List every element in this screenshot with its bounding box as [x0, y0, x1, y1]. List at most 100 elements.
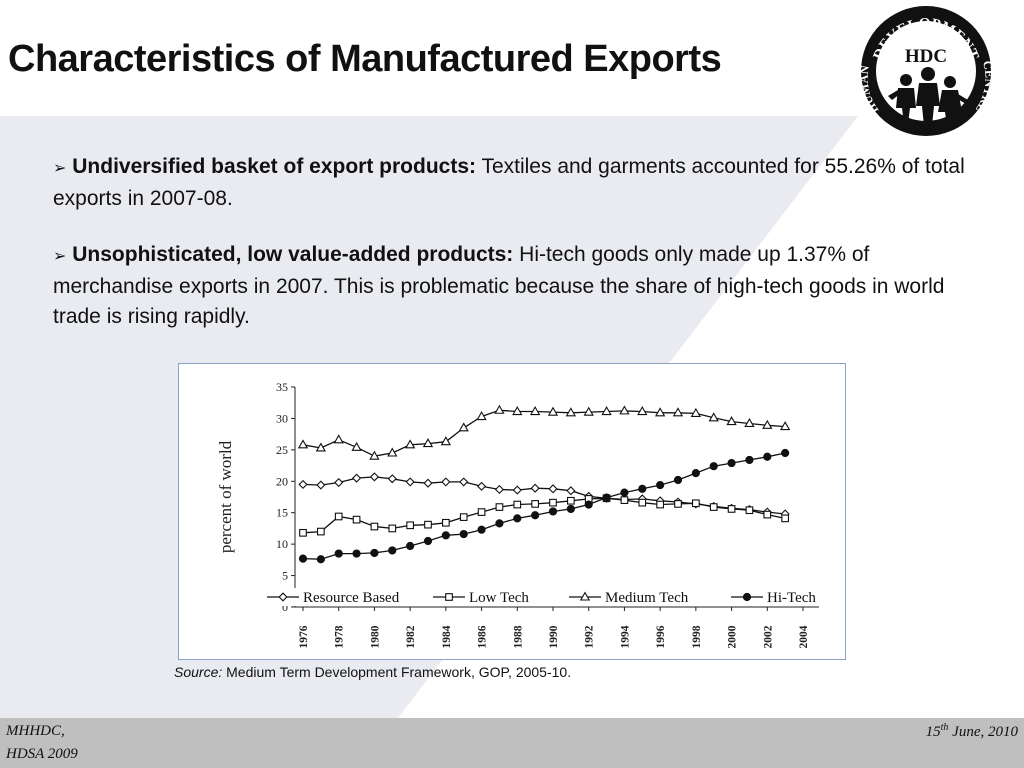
series-line-low-tech [302, 497, 786, 534]
data-point-hi-tech [584, 500, 593, 509]
y-tick-label: 20 [276, 474, 288, 488]
x-tick-label: 2000 [727, 625, 739, 648]
source-note: Source: Medium Term Development Framewor… [174, 664, 571, 680]
data-point-medium-tech [476, 411, 487, 421]
y-tick-label: 35 [276, 380, 288, 394]
data-point-low-tech [692, 499, 700, 508]
arrow-bullet-icon: ➢ [53, 160, 67, 177]
data-point-medium-tech [512, 406, 523, 416]
export-share-chart: 0 5 10 15 20 25 30 35 1976 1978 1980 1982 1984 1986 19… [178, 363, 846, 660]
data-point-medium-tech [583, 406, 594, 416]
data-point-low-tech [763, 510, 772, 519]
line-chart-svg: 0 5 10 15 20 25 30 35 1976 1978 1980 1982 1984 1986 19… [216, 380, 827, 649]
data-point-resource-based [405, 477, 415, 487]
slide-title: Characteristics of Manufactured Exports [8, 38, 722, 80]
data-point-low-tech [424, 520, 432, 529]
footer-left-line2: HDSA 2009 [6, 746, 78, 762]
data-point-medium-tech [547, 406, 559, 416]
data-point-low-tech [727, 505, 736, 513]
x-tick-label: 1996 [655, 625, 667, 648]
y-tick-label: 25 [276, 443, 288, 457]
legend-marker-medium-tech [579, 591, 591, 601]
data-point-resource-based [512, 485, 522, 495]
footer-date: 15th June, 2010 [926, 722, 1018, 741]
data-point-hi-tech [709, 462, 718, 471]
data-point-hi-tech [673, 475, 683, 485]
data-point-medium-tech [404, 439, 416, 449]
data-point-resource-based [334, 477, 344, 488]
data-point-hi-tech [298, 554, 308, 563]
data-point-low-tech [477, 508, 486, 516]
legend-label-low-tech: Low Tech [469, 590, 529, 606]
data-point-low-tech [567, 496, 575, 505]
x-tick-label: 1980 [369, 625, 381, 648]
data-point-low-tech [299, 528, 307, 537]
data-point-medium-tech [529, 406, 541, 416]
data-point-medium-tech [494, 404, 505, 414]
x-tick-label: 1998 [691, 625, 703, 648]
data-point-medium-tech [672, 407, 684, 417]
data-point-hi-tech [388, 546, 397, 555]
legend-background [265, 588, 827, 606]
data-point-low-tech [674, 500, 682, 508]
data-point-low-tech [442, 518, 450, 527]
legend-label-medium-tech: Medium Tech [605, 590, 689, 606]
data-point-resource-based [441, 477, 451, 487]
data-point-hi-tech [477, 525, 486, 534]
x-tick-label: 1976 [298, 625, 310, 648]
x-tick-label: 1982 [405, 625, 417, 648]
x-tick-label: 2004 [798, 625, 810, 648]
footer-date-rest: June, 2010 [948, 724, 1018, 740]
data-point-resource-based [316, 480, 326, 490]
source-text: Medium Term Development Framework, GOP, … [222, 664, 572, 680]
y-axis-label: percent of world [216, 440, 235, 553]
data-point-low-tech [781, 514, 789, 523]
data-point-low-tech [745, 506, 754, 515]
data-point-hi-tech [334, 549, 343, 558]
series-line-medium-tech [302, 409, 786, 457]
data-point-hi-tech [763, 452, 772, 461]
data-point-low-tech [709, 503, 718, 511]
data-point-hi-tech [370, 548, 379, 558]
data-point-medium-tech [458, 422, 469, 432]
x-tick-label: 1990 [548, 625, 560, 648]
data-point-medium-tech [726, 416, 737, 426]
data-point-low-tech [459, 513, 468, 521]
data-point-low-tech [495, 503, 504, 511]
footer-date-day: 15 [925, 724, 941, 740]
arrow-bullet-icon: ➢ [53, 248, 67, 265]
data-point-medium-tech [690, 407, 702, 417]
data-point-low-tech [656, 500, 664, 509]
y-tick-label: 30 [276, 411, 288, 425]
data-point-resource-based [423, 478, 433, 488]
x-tick-label: 1978 [334, 625, 346, 648]
data-point-hi-tech [656, 480, 665, 490]
data-point-medium-tech [779, 421, 791, 431]
data-point-medium-tech [601, 406, 612, 416]
data-point-hi-tech [352, 549, 361, 558]
data-point-low-tech [317, 527, 325, 536]
x-tick-label: 2002 [762, 625, 774, 648]
data-point-medium-tech [762, 419, 773, 429]
data-point-hi-tech [423, 536, 433, 546]
data-point-hi-tech [691, 469, 700, 478]
bullet-text: Hi-tech goods only made up 1.37% of merc… [53, 243, 945, 328]
data-point-medium-tech [351, 441, 362, 451]
data-point-medium-tech [440, 436, 452, 446]
bullet-lead: Unsophisticated, low value-added product… [72, 243, 514, 266]
data-point-resource-based [369, 472, 380, 482]
people-silhouette-icon [888, 67, 968, 126]
footer-left-line1: MHHDC, [6, 723, 65, 739]
data-point-low-tech [531, 500, 539, 508]
data-point-hi-tech [441, 531, 450, 540]
x-tick-label: 1994 [619, 625, 631, 648]
data-point-hi-tech [316, 555, 325, 564]
data-point-medium-tech [333, 434, 344, 444]
data-point-resource-based [351, 473, 362, 483]
legend-marker-resource-based [278, 592, 288, 602]
data-point-low-tech [638, 498, 647, 507]
data-point-hi-tech [745, 455, 754, 465]
data-point-medium-tech [565, 407, 577, 417]
series-line-hi-tech [302, 452, 786, 560]
legend-marker-low-tech [445, 593, 453, 601]
